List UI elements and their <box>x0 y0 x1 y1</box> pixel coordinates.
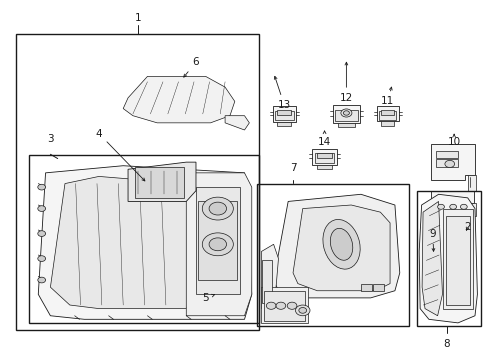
Bar <box>272 106 295 122</box>
Bar <box>317 153 331 158</box>
Text: 14: 14 <box>317 131 330 148</box>
Polygon shape <box>38 166 251 319</box>
Bar <box>198 202 237 280</box>
Circle shape <box>275 302 285 309</box>
Bar <box>435 151 457 158</box>
Bar <box>376 107 398 121</box>
Circle shape <box>38 184 45 190</box>
Text: 11: 11 <box>380 87 393 107</box>
Bar <box>277 122 291 126</box>
Circle shape <box>266 302 275 309</box>
Text: 8: 8 <box>443 339 449 349</box>
Polygon shape <box>467 203 475 216</box>
Circle shape <box>38 206 45 211</box>
Bar <box>380 121 393 126</box>
Bar <box>262 260 272 303</box>
Circle shape <box>38 256 45 261</box>
Bar <box>443 208 471 309</box>
Circle shape <box>340 109 351 117</box>
Text: 6: 6 <box>183 57 199 77</box>
Polygon shape <box>430 223 469 231</box>
Bar <box>338 123 354 127</box>
Polygon shape <box>186 173 251 316</box>
Bar <box>275 111 293 120</box>
Polygon shape <box>128 162 196 202</box>
Circle shape <box>209 202 226 215</box>
Circle shape <box>444 160 454 167</box>
Text: 9: 9 <box>428 229 435 251</box>
Bar <box>17 33 259 330</box>
Polygon shape <box>50 176 196 309</box>
Polygon shape <box>418 194 476 323</box>
Bar <box>435 158 457 167</box>
Text: 10: 10 <box>447 134 460 148</box>
Ellipse shape <box>329 228 352 260</box>
Text: 2: 2 <box>464 222 470 232</box>
Polygon shape <box>421 202 442 316</box>
Circle shape <box>202 233 233 256</box>
Polygon shape <box>224 116 249 130</box>
Bar <box>256 184 408 327</box>
Circle shape <box>460 204 466 209</box>
Bar <box>332 105 359 123</box>
Polygon shape <box>273 194 399 298</box>
Text: 5: 5 <box>202 293 214 303</box>
Bar <box>261 287 307 323</box>
Bar <box>416 191 480 327</box>
Text: 4: 4 <box>96 129 144 181</box>
Bar <box>264 291 305 321</box>
Circle shape <box>38 277 45 283</box>
Bar <box>360 284 371 291</box>
Bar <box>196 187 239 294</box>
Circle shape <box>209 238 226 251</box>
Bar <box>312 149 336 165</box>
Bar <box>317 165 331 169</box>
Text: 1: 1 <box>134 13 141 23</box>
Bar <box>446 216 468 305</box>
Bar <box>135 167 183 198</box>
Circle shape <box>295 305 309 316</box>
Bar <box>28 155 259 323</box>
Circle shape <box>286 302 296 309</box>
Polygon shape <box>467 175 475 192</box>
Text: 13: 13 <box>274 76 290 110</box>
Circle shape <box>449 204 456 209</box>
Circle shape <box>343 111 349 115</box>
Bar <box>277 110 291 115</box>
Bar <box>380 110 393 115</box>
Polygon shape <box>123 76 234 123</box>
Circle shape <box>38 231 45 237</box>
Bar <box>314 153 334 163</box>
Text: 3: 3 <box>47 134 54 144</box>
Circle shape <box>202 197 233 220</box>
Bar <box>378 111 395 120</box>
Polygon shape <box>261 244 278 316</box>
Polygon shape <box>430 144 474 180</box>
Text: 12: 12 <box>339 62 352 103</box>
Ellipse shape <box>322 220 360 269</box>
Polygon shape <box>292 205 389 291</box>
Polygon shape <box>430 192 472 223</box>
Text: 7: 7 <box>289 163 296 173</box>
Circle shape <box>298 307 306 313</box>
Circle shape <box>437 204 444 209</box>
Bar <box>334 110 357 121</box>
Bar <box>372 284 383 291</box>
